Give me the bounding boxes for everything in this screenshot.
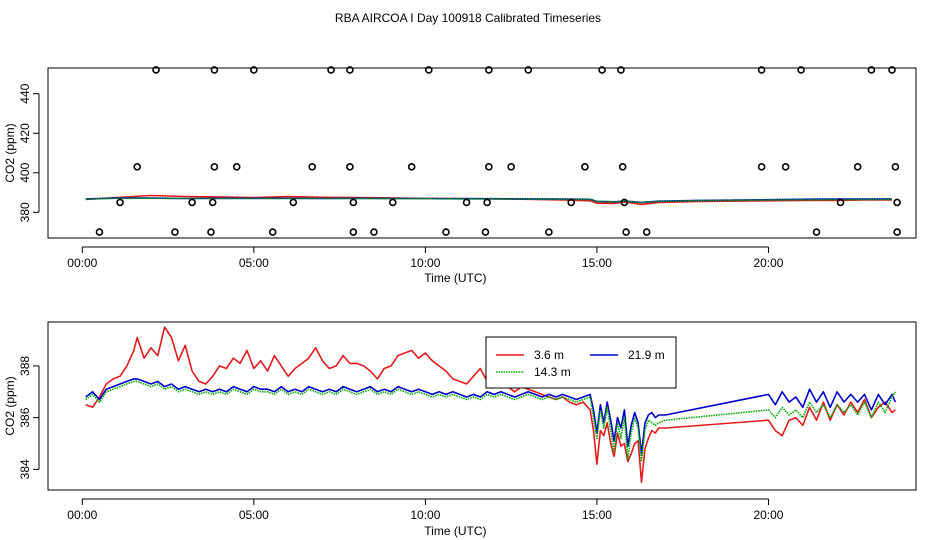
outlier-point: [893, 198, 901, 207]
y-axis-label: CO2 (ppm): [3, 376, 17, 435]
outlier-point: [622, 228, 630, 236]
outlier-point: [152, 66, 160, 74]
x-tick-label: 10:00: [410, 508, 440, 522]
outlier-point: [289, 198, 298, 207]
outlier-point: [268, 228, 277, 236]
outlier-point: [388, 198, 397, 207]
x-tick-label: 10:00: [410, 256, 440, 270]
x-tick-label: 20:00: [753, 508, 783, 522]
outlier-point: [370, 228, 378, 236]
x-tick-label: 00:00: [67, 508, 97, 522]
outlier-point: [308, 163, 316, 171]
outlier-point: [210, 163, 219, 171]
outlier-point: [757, 66, 766, 74]
outlier-point: [462, 198, 471, 207]
plot-area: [85, 326, 897, 484]
outlier-point: [893, 228, 901, 236]
outlier-point: [781, 163, 790, 171]
series-line-21-9-m: [85, 378, 897, 455]
x-tick-label: 05:00: [239, 508, 269, 522]
legend: 3.6 m 21.9 m 14.3 m: [485, 336, 677, 389]
figure-title: RBA AIRCOA I Day 100918 Calibrated Times…: [335, 11, 601, 25]
panel-zoomed: 00:00 05:00 10:00 15:00 20:00 Time (UTC) 384 38…: [3, 321, 917, 538]
outlier-point: [507, 163, 515, 171]
outlier-point: [171, 228, 179, 236]
outlier-point: [812, 228, 821, 236]
outlier-point: [407, 163, 416, 171]
outlier-point: [618, 163, 627, 171]
x-tick-label: 00:00: [67, 256, 97, 270]
series-line-14-3-m: [85, 380, 897, 463]
outlier-point: [620, 198, 629, 207]
plot-frame: [47, 67, 917, 239]
outlier-point: [483, 198, 491, 207]
outlier-point: [425, 66, 433, 74]
outlier-point: [250, 66, 258, 74]
legend-box: [485, 336, 677, 389]
outlier-point: [581, 163, 589, 171]
outlier-point: [485, 163, 493, 171]
y-tick-label: 388: [18, 356, 32, 376]
outlier-point: [524, 66, 533, 74]
legend-label: 14.3 m: [534, 365, 571, 379]
outlier-point: [349, 198, 358, 207]
outlier-point: [207, 228, 215, 236]
y-tick-label: 386: [18, 407, 32, 427]
outlier-point: [210, 66, 219, 74]
outlier-point: [208, 198, 217, 207]
outlier-point: [346, 163, 354, 171]
plot-area: [85, 194, 893, 206]
outlier-point: [116, 198, 124, 207]
outlier-point: [133, 163, 142, 171]
x-tick-label: 20:00: [753, 256, 783, 270]
x-tick-label: 15:00: [582, 508, 612, 522]
outlier-point: [188, 198, 196, 207]
outlier-point: [545, 228, 553, 236]
outlier-point: [481, 228, 490, 236]
outlier-point: [797, 66, 805, 74]
outlier-point: [232, 163, 241, 171]
outlier-point: [836, 198, 845, 207]
legend-label: 21.9 m: [628, 348, 665, 362]
outlier-point: [598, 66, 606, 74]
outlier-point: [327, 66, 335, 74]
outlier-point: [349, 228, 358, 236]
outlier-point: [567, 198, 576, 207]
outlier-point: [853, 163, 862, 171]
outlier-point: [485, 66, 493, 74]
x-tick-label: 15:00: [582, 256, 612, 270]
y-axis-label: CO2 (ppm): [3, 123, 17, 182]
outlier-point: [642, 228, 651, 236]
outlier-point: [757, 163, 766, 171]
outlier-point: [442, 228, 450, 236]
y-tick-label: 440: [18, 83, 32, 103]
outlier-point: [891, 163, 900, 171]
y-tick-label: 380: [18, 202, 32, 222]
outlier-point: [617, 66, 625, 74]
outlier-point: [888, 66, 896, 74]
x-axis-label: Time (UTC): [424, 271, 486, 285]
x-tick-label: 05:00: [239, 256, 269, 270]
y-tick-label: 420: [18, 123, 32, 143]
outlier-point: [346, 66, 354, 74]
x-axis-label: Time (UTC): [424, 524, 486, 538]
panel-all-data: 00:00 05:00 10:00 15:00 20:00 Time (UTC) 380 40…: [3, 66, 917, 285]
series-line-3-6-m: [85, 326, 896, 484]
y-tick-label: 384: [18, 459, 32, 479]
outlier-point: [867, 66, 876, 74]
outlier-point: [95, 228, 104, 236]
series-line-14-3-m: [85, 197, 893, 204]
legend-label: 3.6 m: [534, 348, 564, 362]
plot-frame: [47, 321, 917, 491]
y-tick-label: 400: [18, 162, 32, 182]
